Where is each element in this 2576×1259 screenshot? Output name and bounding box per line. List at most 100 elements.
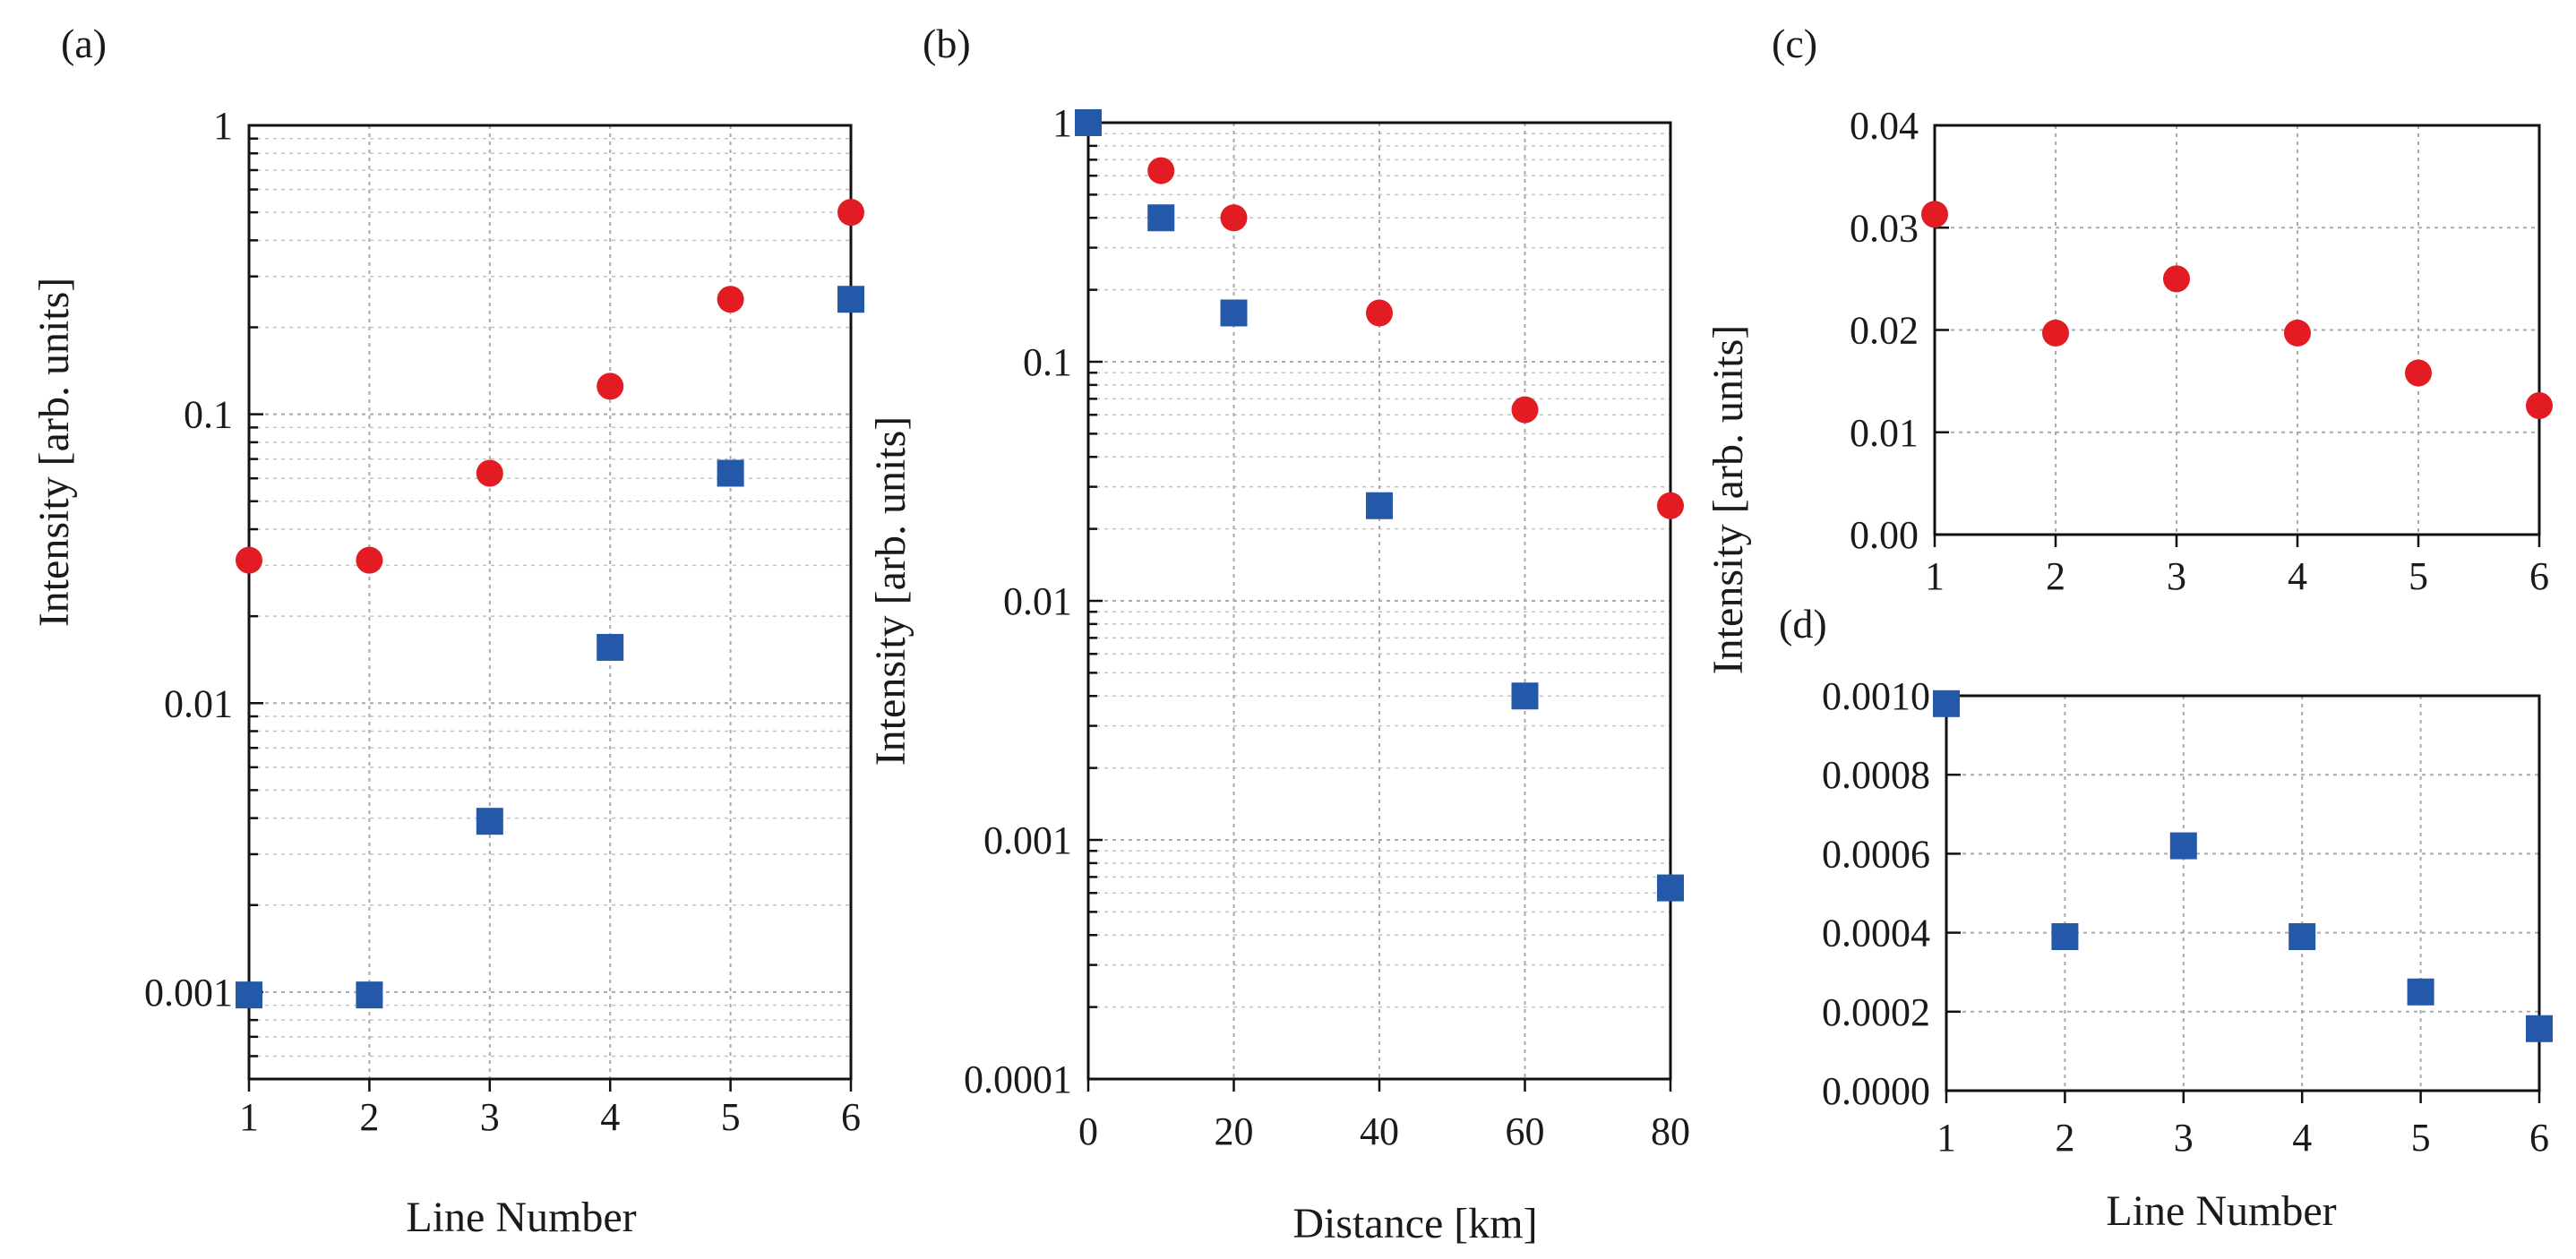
- red-circle-point: [1366, 299, 1393, 327]
- red-circle-point: [236, 546, 262, 574]
- panel-b-plot-frame: [1086, 121, 1672, 1081]
- panel-d-x-tick-label: 1: [1936, 1116, 1956, 1160]
- panel-a-plot-frame: [247, 124, 853, 1081]
- panel-c-series-red-circles: [1921, 201, 2553, 420]
- panel-c-y-tick-label: 0.02: [1850, 309, 1919, 353]
- panel-c-x-tick-label: 5: [2409, 554, 2428, 598]
- panel-a-y-axis-label: Intensity [arb. units]: [30, 278, 78, 628]
- panel-d-x-tick-label: 3: [2174, 1116, 2194, 1160]
- panel-c-x-tick-label: 6: [2529, 554, 2549, 598]
- panel-b-series-red-circles: [1147, 157, 1684, 519]
- panel-a-series-red-circles: [236, 199, 864, 574]
- blue-square-point: [2169, 832, 2197, 860]
- panel-c-plot-frame: [1933, 124, 2541, 536]
- red-circle-point: [717, 286, 744, 313]
- panel-b-x-tick-label: 20: [1215, 1109, 1254, 1153]
- blue-square-point: [2526, 1015, 2553, 1042]
- panel-c-y-tick-label: 0.01: [1850, 411, 1919, 455]
- blue-square-point: [1220, 299, 1248, 327]
- panel-d-plot-frame: [1945, 694, 2541, 1092]
- panel-b-grid: [1086, 121, 1672, 1092]
- panel-b-x-tick-label: 40: [1360, 1109, 1399, 1153]
- blue-square-point: [2051, 923, 2079, 951]
- panel-d-y-tick-label: 0.0008: [1822, 753, 1930, 797]
- panel-a-y-tick-label: 0.1: [184, 393, 233, 437]
- red-circle-point: [356, 546, 383, 574]
- panel-c-y-axis-label: Intensity [arb. units]: [1704, 325, 1752, 675]
- red-circle-point: [2042, 319, 2069, 347]
- panel-d-y-tick-label: 0.0010: [1822, 674, 1930, 718]
- panel-d-x-axis-label: Line Number: [2106, 1187, 2336, 1235]
- panel-d-grid: [1945, 694, 2541, 1103]
- panel-c-x-tick-label: 4: [2288, 554, 2307, 598]
- blue-square-point: [356, 981, 383, 1009]
- panel-c-label: (c): [1772, 21, 1817, 66]
- panel-b: (b) Intensity [arb. units] Distance [km]…: [867, 21, 1690, 1247]
- panel-d-x-tick-label: 2: [2055, 1116, 2074, 1160]
- panel-b-y-tick-label: 0.001: [983, 818, 1072, 862]
- blue-square-point: [2288, 923, 2316, 951]
- panel-c-x-tick-label: 1: [1925, 554, 1945, 598]
- red-circle-point: [2405, 359, 2432, 387]
- blue-square-point: [1933, 689, 1960, 717]
- red-circle-point: [2526, 392, 2553, 420]
- blue-square-point: [597, 633, 624, 661]
- panel-b-y-tick-label: 1: [1052, 101, 1072, 145]
- panel-a-y-tick-label: 0.001: [144, 971, 233, 1015]
- panel-b-x-tick-label: 80: [1651, 1109, 1690, 1153]
- blue-square-point: [1075, 109, 1102, 136]
- red-circle-point: [476, 459, 503, 487]
- panel-a-grid: [247, 124, 853, 1092]
- red-circle-point: [1921, 201, 1948, 228]
- panel-b-series-blue-squares: [1075, 109, 1684, 902]
- panel-d-y-tick-label: 0.0000: [1822, 1069, 1930, 1113]
- panel-b-x-tick-label: 60: [1506, 1109, 1545, 1153]
- panel-d-y-tick-label: 0.0006: [1822, 832, 1930, 876]
- red-circle-point: [1657, 492, 1684, 519]
- blue-square-point: [717, 459, 744, 487]
- blue-square-point: [2407, 978, 2434, 1006]
- blue-square-point: [1511, 682, 1539, 710]
- red-circle-point: [837, 199, 864, 227]
- panel-a-y-tick-label: 1: [213, 104, 233, 148]
- panel-a-x-tick-label: 2: [359, 1095, 379, 1139]
- panel-a-x-tick-label: 1: [239, 1095, 259, 1139]
- panel-c: (c) Intensity [arb. units] 0.00 0.01 0.02 0…: [1704, 21, 2553, 674]
- panel-a-x-tick-label: 4: [600, 1095, 620, 1139]
- blue-square-point: [476, 808, 503, 835]
- panel-d-y-tick-label: 0.0004: [1822, 912, 1930, 955]
- panel-c-x-tick-label: 2: [2046, 554, 2065, 598]
- red-circle-point: [1511, 396, 1539, 424]
- panel-c-y-tick-label: 0.03: [1850, 206, 1919, 250]
- blue-square-point: [1147, 204, 1175, 232]
- panel-a-series-blue-squares: [236, 286, 864, 1009]
- panel-d-x-tick-label: 4: [2292, 1116, 2312, 1160]
- red-circle-point: [2284, 319, 2311, 347]
- red-circle-point: [1147, 157, 1175, 184]
- panel-a-x-tick-label: 5: [721, 1095, 741, 1139]
- blue-square-point: [1366, 492, 1393, 519]
- panel-c-y-tick-label: 0.04: [1850, 104, 1919, 148]
- panel-a: (a) Intensity [arb. units] Line Number 0…: [30, 21, 864, 1241]
- red-circle-point: [597, 373, 624, 400]
- panel-a-x-axis-label: Line Number: [406, 1194, 636, 1241]
- panel-c-x-tick-label: 3: [2167, 554, 2186, 598]
- panel-b-label: (b): [923, 21, 971, 66]
- panel-a-x-tick-label: 3: [480, 1095, 500, 1139]
- panel-b-x-axis-label: Distance [km]: [1292, 1200, 1537, 1247]
- panel-c-grid: [1933, 124, 2541, 547]
- panel-d-x-tick-label: 5: [2411, 1116, 2431, 1160]
- panel-a-y-tick-label: 0.01: [164, 681, 233, 725]
- red-circle-point: [2163, 265, 2190, 293]
- panel-b-y-tick-label: 0.01: [1003, 579, 1072, 623]
- blue-square-point: [837, 286, 864, 313]
- panel-b-y-axis-label: Intensity [arb. units]: [867, 416, 914, 767]
- panel-d-x-tick-label: 6: [2529, 1116, 2549, 1160]
- blue-square-point: [236, 981, 262, 1009]
- panel-d-series-blue-squares: [1933, 689, 2553, 1042]
- panel-a-label: (a): [61, 21, 107, 66]
- red-circle-point: [1220, 204, 1248, 232]
- panel-d: (d) Line Number 0.0000 0.0002 0.0004 0.0006…: [1779, 601, 2553, 1235]
- panel-b-y-tick-label: 0.0001: [964, 1058, 1072, 1101]
